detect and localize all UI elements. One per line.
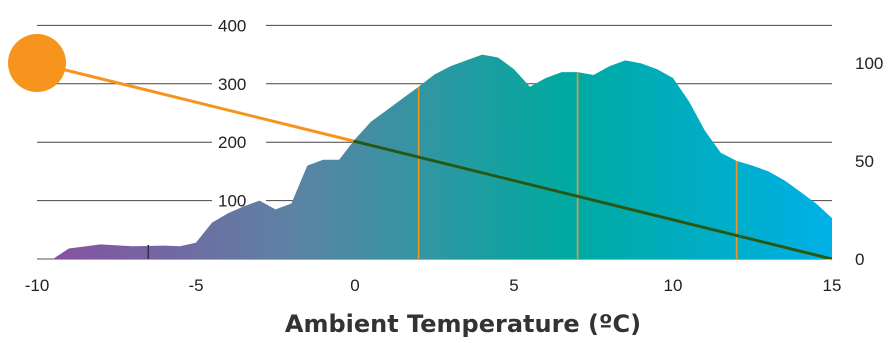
x-axis-title: Ambient Temperature (ºC) (285, 310, 641, 338)
right-axis-ticks: 0 50 100 (855, 54, 883, 269)
right-axis-tick-label: 100 (855, 54, 883, 73)
area-series-fill (52, 54, 832, 259)
area-series (52, 54, 832, 259)
left-axis-tick-label: 400 (218, 16, 246, 35)
x-axis-tick-label: 5 (509, 276, 518, 295)
left-axis-ticks: 100 200 300 400 (218, 16, 246, 210)
line-series (36, 61, 833, 261)
right-axis-tick-label: 0 (855, 250, 864, 269)
x-axis-tick-label: 15 (823, 276, 842, 295)
x-axis-ticks: -10 -5 0 5 10 15 (25, 276, 842, 295)
left-axis-tick-label: 100 (218, 192, 246, 211)
marker-layer (8, 34, 66, 92)
right-axis-tick-label: 50 (855, 152, 874, 171)
x-axis-tick-label: 0 (350, 276, 359, 295)
line-start-marker (8, 34, 66, 92)
x-axis-tick-label: -10 (25, 276, 50, 295)
x-axis-tick-label: 10 (664, 276, 683, 295)
x-axis-tick-label: -5 (188, 276, 203, 295)
left-axis-tick-label: 200 (218, 133, 246, 152)
left-axis-tick-label: 300 (218, 75, 246, 94)
